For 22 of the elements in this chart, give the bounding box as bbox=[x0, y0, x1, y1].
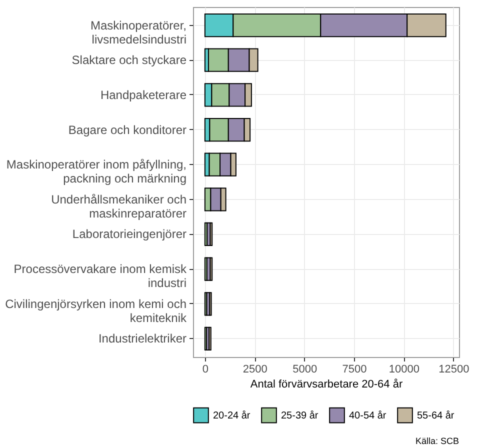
x-tick-label: 2500 bbox=[242, 364, 268, 376]
y-tick-label: Underhållsmekaniker och maskinreparatörer bbox=[51, 192, 186, 220]
y-tick-label: Slaktare och styckare bbox=[72, 53, 187, 68]
x-tick-label: 7500 bbox=[342, 364, 367, 376]
legend-label: 20-24 år bbox=[213, 409, 251, 422]
y-tick-label: Processövervakare inom kemisk industri bbox=[14, 262, 188, 290]
x-tick-label: 10000 bbox=[388, 364, 420, 376]
y-tick-label: Bagare och konditorer bbox=[68, 122, 186, 137]
x-tick-label: 0 bbox=[202, 364, 208, 376]
y-tick-label: Maskinoperatörer inom påfyllning, packning och märkning bbox=[6, 158, 186, 186]
y-tick-label: Industrielektriker bbox=[98, 332, 187, 346]
y-tick-label: Maskinoperatörer, livsmedelsindustri bbox=[90, 18, 186, 46]
legend-label: 55-64 år bbox=[417, 409, 455, 422]
y-tick-label: Handpaketerare bbox=[100, 88, 187, 102]
x-tick-label: 12500 bbox=[438, 364, 470, 376]
legend-label: 40-54 år bbox=[349, 409, 387, 422]
text: Källa: SCB bbox=[415, 436, 459, 446]
x-axis-title: Antal förvärvsarbetare 20-64 år bbox=[250, 378, 403, 390]
y-tick-label: Laboratorieingenjörer bbox=[72, 227, 186, 242]
y-tick-label: Civilingenjörsyrken inom kemi och kemiteknik bbox=[5, 296, 188, 325]
x-tick-label: 5000 bbox=[292, 364, 318, 376]
legend-label: 25-39 år bbox=[281, 409, 319, 422]
